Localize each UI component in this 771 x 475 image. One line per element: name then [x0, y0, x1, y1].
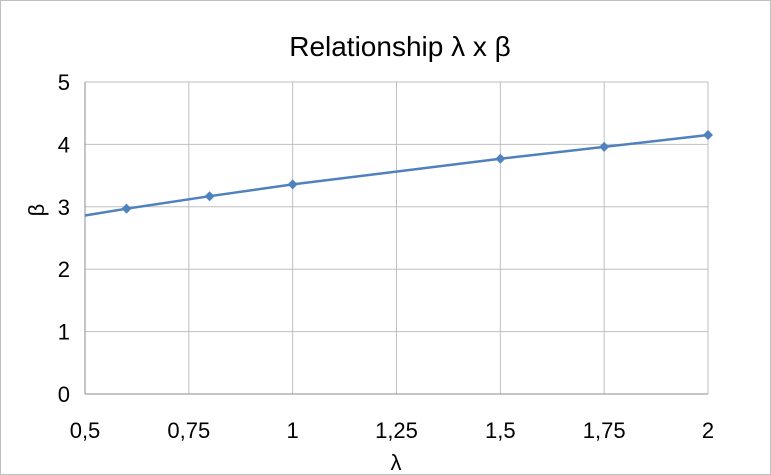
x-tick-label-6: 2: [702, 418, 714, 443]
data-point-0-6: [703, 130, 713, 141]
x-tick-label-1: 0,75: [167, 418, 210, 443]
x-tick-label-0: 0,5: [70, 418, 101, 443]
y-axis-label: β: [24, 204, 49, 217]
grid-lines: [84, 81, 709, 395]
y-tick-label-1: 1: [58, 320, 70, 345]
y-tick-label-5: 5: [58, 70, 70, 95]
y-tick-label-0: 0: [58, 382, 70, 407]
axes: [84, 82, 708, 395]
data-point-0-4: [495, 153, 506, 164]
y-tick-label-2: 2: [58, 257, 70, 282]
x-tick-labels: 0,5 0,75 1 1,25 1,5 1,75 2: [70, 418, 714, 443]
x-axis-label: λ: [391, 450, 402, 475]
x-tick-label-2: 1: [287, 418, 299, 443]
x-tick-label-3: 1,25: [375, 418, 418, 443]
x-tick-label-5: 1,75: [583, 418, 626, 443]
data-point-0-1: [121, 203, 132, 214]
y-tick-label-4: 4: [58, 132, 70, 157]
chart-title: Relationship λ x β: [289, 31, 511, 62]
data-point-0-5: [599, 141, 610, 152]
data-point-0-2: [204, 191, 215, 202]
data-point-0-3: [287, 179, 298, 190]
x-tick-label-4: 1,5: [485, 418, 516, 443]
series-group: [84, 130, 713, 217]
y-tick-labels: 0 1 2 3 4 5: [58, 70, 70, 407]
y-tick-label-3: 3: [58, 195, 70, 220]
